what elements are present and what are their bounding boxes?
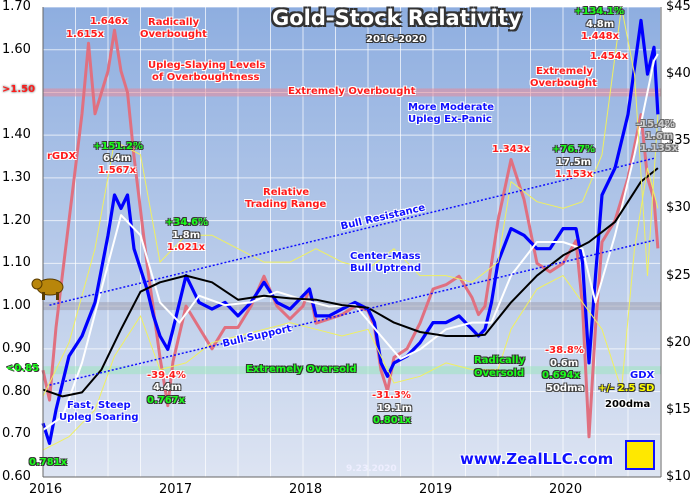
annotation: 0.694x xyxy=(542,370,581,381)
annotation: 1.646x xyxy=(90,16,129,27)
annotation: 1.567x xyxy=(98,165,137,176)
annotation: -38.8% xyxy=(545,345,584,356)
right-tick-label: $35 xyxy=(666,133,691,149)
annotation: +134.1% xyxy=(574,6,625,17)
annotation: Upleg Ex-Panic xyxy=(408,114,492,125)
annotation: Radically xyxy=(148,17,200,28)
left-tick-label: 0.90 xyxy=(2,340,31,356)
band-oversold xyxy=(43,366,661,375)
annotation: Upleg-Slaying Levels xyxy=(148,60,266,71)
left-tick-label: 1.40 xyxy=(2,127,31,143)
right-tick-label: $10 xyxy=(666,469,691,484)
band-overbought xyxy=(43,88,661,97)
annotation: Overbought xyxy=(530,78,597,89)
series-label-rgdx: rGDX xyxy=(47,151,77,162)
annotation: Relative xyxy=(263,187,310,198)
left-tick-label: 1.20 xyxy=(2,212,31,228)
watermark-url: www.ZealLLC.com xyxy=(460,450,614,468)
annotation: 17.5m xyxy=(556,157,592,168)
right-tick-label: $25 xyxy=(666,267,691,283)
annotation: 4.8m xyxy=(586,19,615,30)
annotation: Trading Range xyxy=(245,199,327,210)
series-200dma xyxy=(42,167,659,398)
annotation: Overbought xyxy=(140,29,207,40)
annotation: of Overboughtness xyxy=(152,72,260,83)
left-tick-label: 1.30 xyxy=(2,169,31,185)
annotation: 0.6m xyxy=(550,358,579,369)
annotation: 1.021x xyxy=(167,242,206,253)
right-tick-label: $30 xyxy=(666,200,691,216)
right-tick-label: $40 xyxy=(666,66,691,82)
left-tick-label: 1.00 xyxy=(2,298,31,314)
left-tick-label: 0.60 xyxy=(2,469,31,484)
x-tick-label: 2019 xyxy=(419,482,453,497)
left-tick-label: >1.50 xyxy=(2,84,36,96)
series--2-5-sd xyxy=(42,167,659,451)
annotation: 1.6m xyxy=(645,131,674,142)
annotation: 1.615x xyxy=(66,29,105,40)
annotation: Oversold xyxy=(474,368,525,379)
axes xyxy=(42,7,662,478)
annotation: Fast, Steep xyxy=(67,400,131,411)
annotation: 1.8m xyxy=(172,230,201,241)
right-tick-label: $45 xyxy=(666,0,691,14)
x-tick-label: 2018 xyxy=(289,482,323,497)
left-tick-label: 1.60 xyxy=(2,41,31,57)
annotation: +151.2% xyxy=(93,141,144,152)
left-tick-label: 0.80 xyxy=(2,383,31,399)
annotation: 4.4m xyxy=(153,382,182,393)
annotation: 0.801x xyxy=(373,415,412,426)
date-stamp: 9.23.2020 xyxy=(346,464,397,474)
annotation: 1.153x xyxy=(555,169,594,180)
legend-50dma: 50dma xyxy=(546,383,585,394)
annotation: Extremely Oversold xyxy=(246,364,357,375)
annotation: 1.135x xyxy=(640,143,679,154)
chart-subtitle: 2016-2020 xyxy=(366,34,426,45)
annotation: 19.1m xyxy=(377,403,413,414)
band-label: <0.85 xyxy=(6,363,40,375)
left-tick-label: 0.70 xyxy=(2,426,31,442)
annotation: +76.7% xyxy=(552,144,596,155)
annotation: -31.3% xyxy=(372,390,411,401)
left-tick-label: 1.10 xyxy=(2,255,31,271)
annotation: +34.6% xyxy=(165,217,209,228)
chart-title: Gold-Stock Relativity xyxy=(272,6,522,30)
annotation: -39.4% xyxy=(147,370,186,381)
annotation: 0.767x xyxy=(147,395,186,406)
series-gdx xyxy=(41,18,660,445)
annotation: 1.343x xyxy=(492,144,531,155)
x-tick-label: 2016 xyxy=(29,482,63,497)
annotation: Radically xyxy=(474,355,526,366)
annotation: Center-Mass xyxy=(350,251,421,262)
x-tick-label: 2017 xyxy=(159,482,193,497)
right-tick-label: $20 xyxy=(666,334,691,350)
bull-icon xyxy=(31,278,64,300)
right-tick-label: $15 xyxy=(666,401,691,417)
series-50dma xyxy=(42,53,659,431)
series--2-5-sd xyxy=(42,6,659,397)
annotation: 0.781x xyxy=(29,457,68,468)
series-rgdx xyxy=(41,28,660,439)
annotation: Extremely xyxy=(536,66,593,77)
annotation: 6.4m xyxy=(103,153,132,164)
annotation: -15.4% xyxy=(636,119,675,130)
annotation: 1.448x xyxy=(581,31,620,42)
legend-gdx: GDX xyxy=(630,370,655,381)
left-tick-label: 1.70 xyxy=(2,0,31,14)
zeal-logo xyxy=(625,440,655,470)
annotation: Upleg Soaring xyxy=(59,412,139,423)
legend-sd: +/- 2.5 SD xyxy=(598,383,655,394)
x-tick-label: 2020 xyxy=(549,482,583,497)
annotation: More Moderate xyxy=(408,102,495,113)
legend-200dma: 200dma xyxy=(605,399,651,410)
annotation: Bull Uptrend xyxy=(350,263,422,274)
series-lines xyxy=(41,6,660,451)
annotation: 1.454x xyxy=(590,51,629,62)
annotation: Extremely Overbought xyxy=(288,86,416,97)
